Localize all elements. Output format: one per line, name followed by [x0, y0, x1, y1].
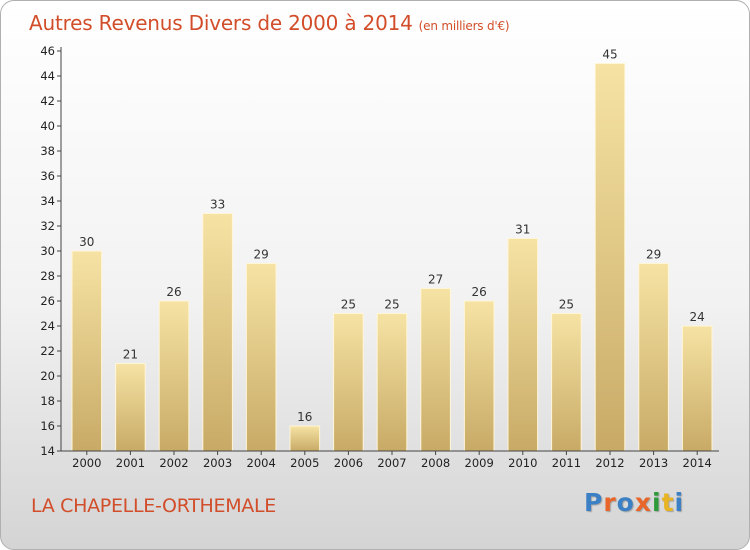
bar	[376, 313, 408, 452]
x-tick-label: 2003	[203, 456, 232, 470]
y-tick-label: 22	[40, 344, 55, 358]
bar	[202, 213, 233, 452]
bar-value-label: 33	[210, 198, 225, 212]
y-tick-label: 24	[40, 319, 55, 333]
bars-group: 30 21 26 33 29 16 25 25 27 26 31 25 45 29 24	[71, 48, 713, 452]
bar	[551, 313, 582, 452]
bar	[681, 325, 713, 452]
bar-value-label: 26	[166, 285, 181, 299]
bar-value-label: 29	[646, 248, 661, 262]
bar-value-label: 27	[428, 273, 443, 287]
bar	[594, 63, 626, 452]
bar	[71, 250, 103, 452]
x-tick-label: 2007	[377, 456, 406, 470]
y-tick-label: 40	[40, 119, 55, 133]
x-tick-label: 2001	[116, 456, 145, 470]
chart-title: Autres Revenus Divers de 2000 à 2014 (en …	[29, 11, 510, 35]
bar	[158, 300, 190, 452]
y-tick-label: 34	[40, 194, 55, 208]
logo-letter: i	[674, 488, 685, 517]
y-tick-label: 46	[40, 44, 55, 58]
x-tick-label: 2013	[639, 456, 668, 470]
bar-value-label: 21	[123, 348, 138, 362]
x-tick-label: 2012	[595, 456, 624, 470]
y-tick-label: 28	[40, 269, 55, 283]
bar-value-label: 24	[690, 310, 705, 324]
x-tick-label: 2014	[683, 456, 712, 470]
bar-value-label: 25	[384, 298, 399, 312]
logo-letter: P	[584, 488, 604, 517]
y-tick-label: 18	[40, 394, 55, 408]
bar	[245, 263, 277, 452]
logo-letter: x	[634, 488, 652, 517]
y-tick-label: 26	[40, 294, 55, 308]
bar-value-label: 30	[79, 235, 94, 249]
chart-title-text: Autres Revenus Divers de 2000 à 2014	[29, 11, 413, 35]
x-tick-label: 2005	[290, 456, 319, 470]
logo-letter: r	[603, 488, 617, 517]
x-tick-label: 2010	[508, 456, 537, 470]
y-tick-label: 30	[40, 244, 55, 258]
y-tick-label: 38	[40, 144, 55, 158]
bar	[115, 363, 146, 452]
bar	[420, 288, 451, 452]
y-tick-label: 44	[40, 69, 55, 83]
bar-value-label: 45	[602, 48, 617, 62]
logo-letter: t	[661, 488, 675, 517]
y-tick-label: 36	[40, 169, 55, 183]
x-tick-label: 2004	[247, 456, 276, 470]
bar-value-label: 31	[515, 223, 530, 237]
bar	[463, 300, 495, 452]
bar-value-label: 29	[254, 248, 269, 262]
bar-value-label: 25	[341, 298, 356, 312]
axes-group: 2000 2001 2002 2003 2004 2005 2006 2007 2008 2009…	[40, 44, 719, 470]
bar-value-label: 25	[559, 298, 574, 312]
y-tick-label: 14	[40, 444, 55, 458]
x-tick-label: 2000	[72, 456, 101, 470]
bar-value-label: 16	[297, 410, 312, 424]
bar	[333, 313, 364, 452]
y-tick-label: 42	[40, 94, 55, 108]
bar	[507, 238, 539, 452]
bar	[289, 425, 321, 452]
bar-value-label: 26	[472, 285, 487, 299]
proxiti-logo[interactable]: Proxiti	[584, 488, 684, 517]
commune-name: LA CHAPELLE-ORTHEMALE	[31, 495, 276, 517]
x-tick-label: 2006	[334, 456, 363, 470]
x-tick-label: 2011	[552, 456, 581, 470]
x-tick-label: 2002	[159, 456, 188, 470]
x-tick-label: 2009	[465, 456, 494, 470]
logo-letter: o	[616, 488, 635, 517]
y-tick-label: 32	[40, 219, 55, 233]
logo-letter: i	[652, 488, 662, 517]
bar	[638, 263, 669, 452]
y-tick-label: 16	[40, 419, 55, 433]
chart-unit: (en milliers d'€)	[418, 19, 510, 33]
x-tick-label: 2008	[421, 456, 450, 470]
y-tick-label: 20	[40, 369, 55, 383]
